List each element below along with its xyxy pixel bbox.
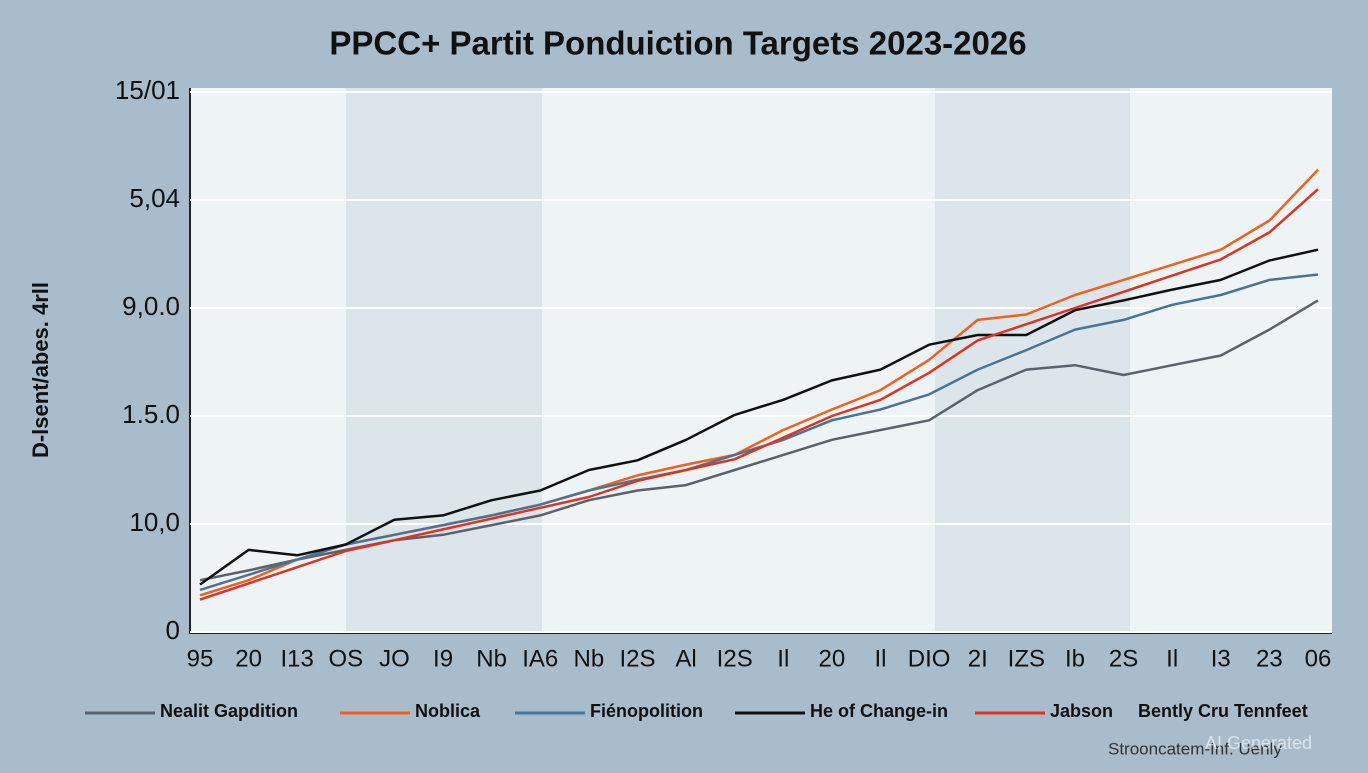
x-tick-label: 06 [1305, 645, 1332, 672]
x-tick-label: 20 [819, 645, 846, 672]
footer-note: Strooncatem-Inf. Uenly [1108, 739, 1282, 758]
band [935, 88, 1130, 632]
legend-label: He of Change-in [810, 701, 948, 721]
x-tick-label: 20 [235, 645, 262, 672]
x-tick-label: 23 [1256, 645, 1283, 672]
y-tick-label: 15/01 [115, 75, 180, 105]
x-tick-label: Il [875, 645, 887, 672]
x-tick-label: IZS [1008, 645, 1045, 672]
chart-title: PPCC+ Partit Ponduiction Targets 2023-20… [329, 25, 1026, 62]
y-tick-label: 9,0.0 [122, 291, 180, 321]
band [346, 88, 542, 632]
x-tick-label: 2I [968, 645, 988, 672]
legend-extra: Bently Cru Tennfeet [1138, 701, 1308, 721]
x-tick-label: Nb [476, 645, 507, 672]
watermark: AI Generated [1205, 733, 1312, 753]
legend-label: Fiénopolition [590, 701, 703, 721]
x-tick-label: Nb [574, 645, 605, 672]
x-tick-label: Al [675, 645, 696, 672]
x-tick-label: I2S [717, 645, 753, 672]
legend-label: Noblica [415, 701, 481, 721]
x-tick-label: 2S [1109, 645, 1138, 672]
x-tick-label: IA6 [522, 645, 558, 672]
x-tick-label: Il [1166, 645, 1178, 672]
y-tick-label: 1.5.0 [122, 399, 180, 429]
y-tick-label: 5,04 [129, 183, 180, 213]
x-tick-label: I9 [433, 645, 453, 672]
legend-label: Nealit Gapdition [160, 701, 298, 721]
x-tick-label: DIO [908, 645, 951, 672]
x-tick-label: OS [328, 645, 363, 672]
x-tick-label: I3 [1211, 645, 1231, 672]
series-line [199, 188, 1319, 601]
series-line [199, 248, 1319, 586]
x-tick-label: Ib [1065, 645, 1085, 672]
y-tick-label: 10,0 [129, 507, 180, 537]
legend-label: Jabson [1050, 701, 1113, 721]
x-tick-label: I13 [281, 645, 314, 672]
x-tick-label: 95 [187, 645, 214, 672]
y-axis-label: D-lsent/abes. 4rll [28, 282, 53, 458]
y-tick-label: 0 [166, 615, 180, 645]
x-tick-label: I2S [619, 645, 655, 672]
x-tick-label: Il [777, 645, 789, 672]
x-tick-label: JO [379, 645, 410, 672]
